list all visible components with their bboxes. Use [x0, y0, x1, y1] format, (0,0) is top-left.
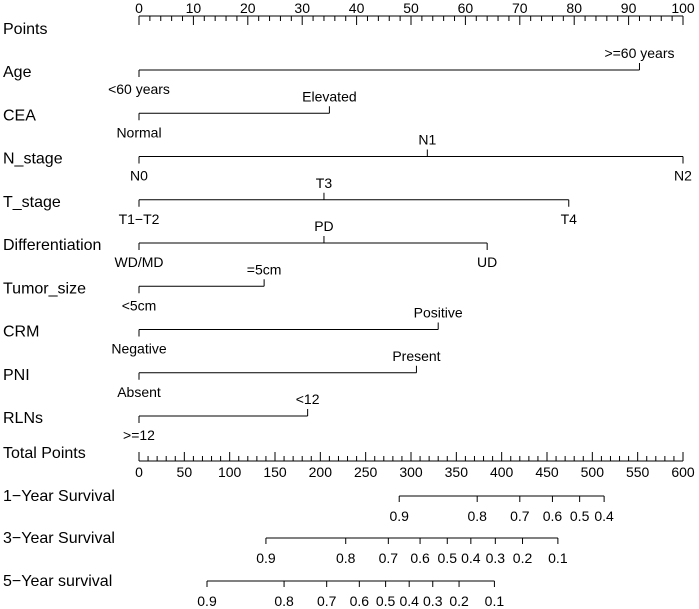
variable-level-label: T3 — [316, 175, 333, 191]
survival-tick-label: 0.3 — [486, 550, 506, 566]
variable-level-label: =5cm — [247, 261, 282, 277]
points-axis-tick-label: 40 — [349, 0, 365, 16]
survival-tick-label: 0.9 — [256, 550, 276, 566]
survival-tick-label: 0.4 — [399, 593, 419, 609]
survival-tick-label: 0.5 — [570, 508, 590, 524]
points-axis-label: Points — [3, 21, 47, 38]
survival-tick-label: 0.2 — [449, 593, 469, 609]
total-points-tick-label: 350 — [445, 464, 469, 480]
variable-label-age: Age — [3, 64, 32, 81]
points-axis-tick-label: 80 — [566, 0, 582, 16]
variable-level-label: >=12 — [123, 427, 155, 443]
points-axis-tick-label: 70 — [512, 0, 528, 16]
points-axis-tick-label: 10 — [186, 0, 202, 16]
variable-level-label: PD — [314, 218, 333, 234]
points-axis-tick-label: 60 — [458, 0, 474, 16]
points-axis-tick-label: 90 — [621, 0, 637, 16]
variable-label-cea: CEA — [3, 107, 36, 124]
variable-level-label: WD/MD — [115, 254, 164, 270]
variable-level-label: <60 years — [108, 81, 170, 97]
variable-label-t-stage: T_stage — [3, 194, 61, 211]
survival-axis-label-1: 1−Year Survival — [3, 488, 115, 505]
points-axis-tick-label: 0 — [135, 0, 143, 16]
variable-level-label: UD — [477, 254, 497, 270]
variable-label-rlns: RLNs — [3, 410, 43, 427]
variable-level-label: N0 — [130, 168, 148, 184]
survival-tick-label: 0.9 — [389, 508, 409, 524]
total-points-tick-label: 300 — [399, 464, 423, 480]
variable-label-differentiation: Differentiation — [3, 237, 101, 254]
total-points-axis-label: Total Points — [3, 445, 86, 462]
survival-tick-label: 0.8 — [274, 593, 294, 609]
survival-axis-label-2: 3−Year Survival — [3, 530, 115, 547]
variable-level-label: <5cm — [122, 297, 157, 313]
variable-level-label: Absent — [117, 384, 161, 400]
survival-tick-label: 0.7 — [510, 508, 530, 524]
total-points-tick-label: 50 — [177, 464, 193, 480]
variable-level-label: N2 — [674, 168, 692, 184]
variable-label-crm: CRM — [3, 324, 39, 341]
variable-label-pni: PNI — [3, 367, 30, 384]
variable-level-label: N1 — [418, 132, 436, 148]
survival-tick-label: 0.4 — [461, 550, 481, 566]
survival-tick-label: 0.5 — [438, 550, 458, 566]
points-axis-tick-label: 20 — [240, 0, 256, 16]
total-points-tick-label: 550 — [626, 464, 650, 480]
survival-tick-label: 0.1 — [485, 593, 505, 609]
survival-tick-label: 0.5 — [376, 593, 396, 609]
variable-level-label: T4 — [561, 211, 578, 227]
survival-tick-label: 0.7 — [317, 593, 337, 609]
survival-tick-label: 0.6 — [410, 550, 430, 566]
variable-label-n-stage: N_stage — [3, 151, 63, 168]
points-axis-tick-label: 30 — [294, 0, 310, 16]
total-points-tick-label: 0 — [135, 464, 143, 480]
survival-tick-label: 0.2 — [513, 550, 533, 566]
total-points-tick-label: 600 — [671, 464, 695, 480]
points-axis-tick-label: 100 — [671, 0, 695, 16]
variable-level-label: Present — [392, 348, 440, 364]
variable-level-label: >=60 years — [604, 45, 674, 61]
total-points-tick-label: 400 — [490, 464, 514, 480]
variable-level-label: Elevated — [302, 88, 356, 104]
total-points-tick-label: 200 — [309, 464, 333, 480]
variable-level-label: Negative — [111, 341, 166, 357]
variable-label-tumor-size: Tumor_size — [3, 280, 86, 297]
survival-axis-label-3: 5−Year survival — [3, 573, 112, 590]
total-points-tick-label: 500 — [581, 464, 605, 480]
survival-tick-label: 0.7 — [379, 550, 399, 566]
variable-level-label: <12 — [296, 391, 320, 407]
total-points-tick-label: 250 — [354, 464, 378, 480]
survival-tick-label: 0.6 — [350, 593, 370, 609]
total-points-tick-label: 150 — [263, 464, 287, 480]
variable-level-label: T1−T2 — [119, 211, 160, 227]
survival-tick-label: 0.6 — [543, 508, 563, 524]
survival-tick-label: 0.1 — [548, 550, 568, 566]
survival-tick-label: 0.9 — [197, 593, 217, 609]
total-points-tick-label: 100 — [218, 464, 242, 480]
total-points-tick-label: 450 — [535, 464, 559, 480]
survival-tick-label: 0.3 — [423, 593, 443, 609]
survival-tick-label: 0.8 — [336, 550, 356, 566]
survival-tick-label: 0.4 — [594, 508, 614, 524]
variable-level-label: Positive — [414, 305, 463, 321]
variable-level-label: Normal — [116, 124, 161, 140]
survival-tick-label: 0.8 — [467, 508, 487, 524]
points-axis-tick-label: 50 — [403, 0, 419, 16]
